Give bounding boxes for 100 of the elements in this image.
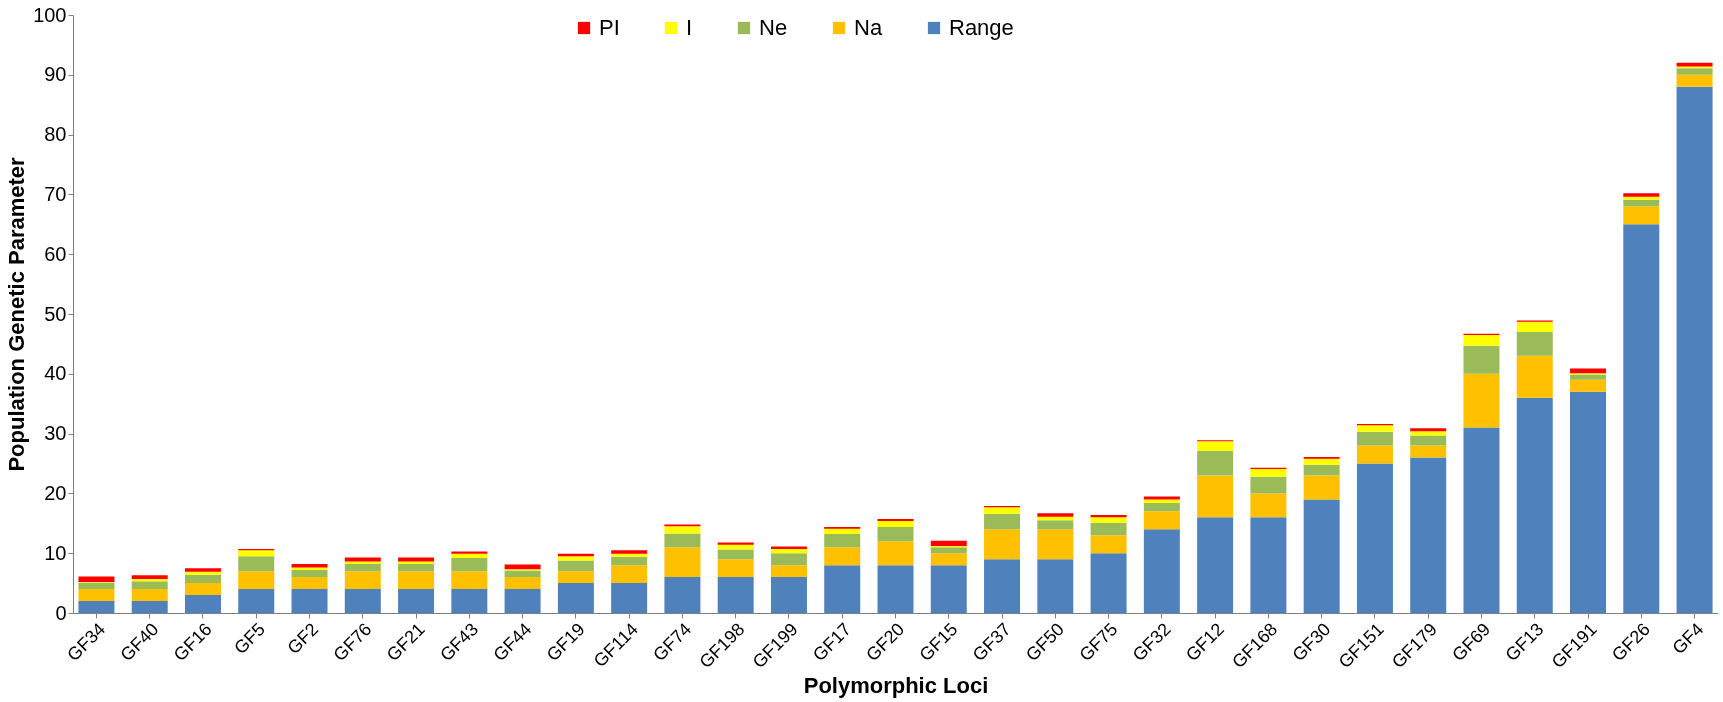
bar (717, 542, 754, 545)
legend-label: PI (599, 15, 620, 40)
bar (78, 582, 115, 590)
bar (78, 589, 115, 602)
bar (1197, 475, 1234, 518)
bar (984, 507, 1021, 514)
bar (1676, 74, 1713, 87)
bar (611, 565, 648, 584)
bar (291, 589, 328, 613)
bar (1037, 559, 1074, 613)
bar (344, 563, 381, 572)
bar (1356, 445, 1393, 464)
bar (717, 549, 754, 560)
legend-label: Ne (759, 15, 788, 40)
bar (1143, 529, 1180, 613)
bar (877, 526, 914, 542)
bar (344, 571, 381, 590)
y-tick-label: 70 (44, 182, 67, 205)
bar (824, 528, 861, 535)
bar (1676, 68, 1713, 75)
legend-label: Range (949, 15, 1014, 40)
bar (930, 540, 967, 547)
bar (1410, 457, 1447, 613)
bar (770, 553, 807, 566)
legend-label: I (686, 15, 693, 40)
bar (1037, 529, 1074, 560)
bar (824, 565, 861, 613)
bar (557, 571, 594, 584)
bar (504, 589, 541, 613)
bar (664, 533, 701, 548)
y-tick-label: 80 (44, 123, 67, 146)
bar (557, 583, 594, 613)
bar (984, 559, 1021, 613)
bar (1303, 458, 1340, 465)
bar (398, 557, 435, 562)
bar (1356, 463, 1393, 613)
bar (984, 513, 1021, 530)
bar (184, 583, 221, 596)
bar (1570, 374, 1607, 380)
bar (1090, 553, 1127, 613)
bar (238, 571, 275, 590)
bar (770, 577, 807, 613)
bar (1037, 520, 1074, 530)
bar (1623, 224, 1660, 613)
bar (238, 589, 275, 613)
bar (504, 577, 541, 590)
bar (1356, 425, 1393, 432)
bar (717, 544, 754, 550)
bar (664, 577, 701, 613)
bar (611, 556, 648, 566)
bar (984, 529, 1021, 560)
x-axis-title: Polymorphic Loci (803, 673, 989, 699)
bar (557, 556, 594, 561)
bar (824, 534, 861, 548)
bar (184, 595, 221, 613)
bar (1090, 535, 1127, 554)
y-tick-label: 20 (44, 481, 67, 504)
legend-label: Na (854, 15, 883, 40)
bar (1410, 431, 1447, 436)
bar (504, 570, 541, 578)
y-tick-label: 100 (33, 3, 67, 26)
bar (184, 574, 221, 584)
bar (1250, 468, 1287, 477)
bar (1143, 511, 1180, 530)
bar (1676, 86, 1713, 613)
bar (398, 563, 435, 572)
bar (770, 549, 807, 554)
x-tick-label: GF2 (283, 619, 323, 658)
bar (1516, 321, 1553, 332)
y-tick-label: 0 (55, 601, 67, 624)
bar (1623, 206, 1660, 225)
bar (131, 601, 168, 613)
bar (1410, 435, 1447, 446)
bar (1516, 331, 1553, 356)
y-tick-label: 30 (44, 422, 67, 445)
bar (930, 565, 967, 613)
bar (344, 557, 381, 562)
bar (1143, 502, 1180, 512)
bar (1197, 441, 1234, 451)
bar (398, 589, 435, 613)
bar (451, 589, 488, 613)
bar (1463, 373, 1500, 428)
bar (1090, 522, 1127, 536)
bar (1197, 517, 1234, 613)
bar (877, 565, 914, 613)
bar (1410, 445, 1447, 458)
bar (930, 553, 967, 566)
bar (1250, 493, 1287, 518)
bar (664, 547, 701, 578)
bar (1356, 431, 1393, 446)
bar (451, 571, 488, 590)
bar (717, 577, 754, 613)
y-tick-label: 90 (44, 63, 67, 86)
bar (557, 560, 594, 572)
bar (238, 550, 275, 557)
x-tick-label: GF4 (1668, 619, 1708, 658)
bar (1303, 464, 1340, 476)
bar (1570, 391, 1607, 613)
bar (1516, 397, 1553, 613)
bar (1463, 345, 1500, 374)
